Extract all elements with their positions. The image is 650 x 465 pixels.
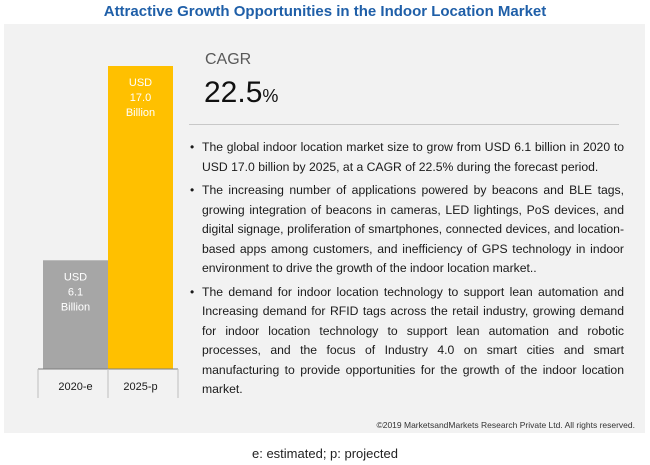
highlight-text: The demand for indoor location technolog… (202, 284, 624, 397)
footnote: e: estimated; p: projected (252, 446, 398, 461)
highlights-list: • The global indoor location market size … (190, 138, 624, 404)
bar-2025-p (108, 66, 173, 369)
highlight-item: • The demand for indoor location technolo… (190, 283, 624, 400)
highlight-item: • The global indoor location market size … (190, 138, 624, 177)
bullet-marker: • (190, 140, 195, 154)
x-tick-label: 2025-p (123, 381, 157, 393)
infographic-panel: USD 6.1 Billion 2020-e USD 17.0 Billion 2025-p … (4, 24, 645, 433)
bar-2020-e (43, 260, 108, 369)
highlight-text: The global indoor location market size t… (202, 140, 624, 174)
cagr-number: 22.5 (204, 76, 263, 109)
bar-data-label: 17.0 (130, 92, 151, 104)
cagr-divider (189, 124, 619, 125)
cagr-unit: % (262, 86, 279, 106)
bar-data-label: USD (64, 271, 87, 283)
bar-data-label: USD (129, 77, 152, 89)
cagr-value: 22.5% (204, 76, 278, 110)
bar-data-label: 6.1 (68, 286, 83, 298)
bullet-marker: • (190, 183, 195, 197)
bar-data-label: Billion (126, 107, 155, 119)
copyright-notice: ©2019 MarketsandMarkets Research Private… (376, 420, 635, 430)
page-title: Attractive Growth Opportunities in the I… (103, 3, 547, 20)
highlight-text: The increasing number of applications po… (202, 183, 624, 275)
highlight-item: • The increasing number of applications p… (190, 181, 624, 279)
cagr-label: CAGR (205, 51, 252, 68)
bar-chart: USD 6.1 Billion 2020-e USD 17.0 Billion 2025-p (37, 66, 179, 398)
bar-data-label: Billion (61, 301, 90, 313)
bullet-marker: • (190, 284, 195, 299)
x-tick-label: 2020-e (58, 381, 92, 393)
